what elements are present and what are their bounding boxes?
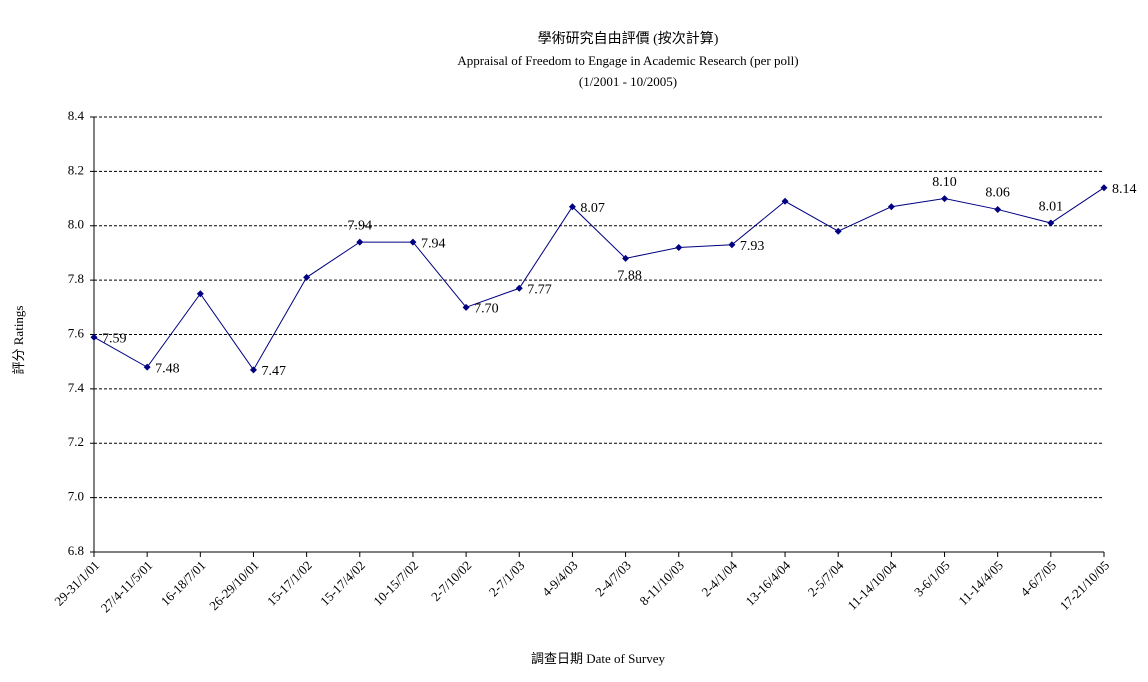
x-tick-label: 2-5/7/04	[805, 557, 847, 599]
point-marker	[249, 366, 257, 374]
y-tick-label: 7.0	[68, 489, 84, 504]
x-tick-label: 10-15/7/02	[370, 558, 421, 609]
point-marker	[356, 238, 364, 246]
point-marker	[1100, 184, 1108, 192]
data-label: 8.06	[985, 186, 1010, 201]
point-marker	[409, 238, 417, 246]
data-label: 8.10	[932, 175, 957, 190]
point-marker	[462, 303, 470, 311]
y-axis-label: 評分 Ratings	[11, 306, 26, 375]
data-label: 8.14	[1112, 182, 1137, 197]
x-tick-label: 15-17/4/02	[317, 558, 368, 609]
point-marker	[941, 195, 949, 203]
x-tick-label: 2-4/7/03	[592, 558, 634, 600]
x-tick-label: 2-7/10/02	[428, 558, 474, 604]
point-marker	[196, 290, 204, 298]
chart-period: (1/2001 - 10/2005)	[579, 74, 677, 89]
line-series	[93, 187, 1105, 371]
point-marker	[515, 284, 523, 292]
point-marker	[834, 227, 842, 235]
x-tick-label: 26-29/10/01	[206, 558, 262, 614]
x-tick-label: 2-7/1/03	[486, 558, 528, 600]
y-tick-label: 8.0	[68, 217, 84, 232]
data-label: 7.94	[348, 218, 373, 233]
y-tick-label: 7.4	[68, 380, 85, 395]
point-marker	[675, 244, 683, 251]
y-tick-label: 7.6	[68, 325, 85, 340]
y-tick-label: 8.2	[68, 162, 84, 177]
y-tick-label: 6.8	[68, 543, 84, 558]
x-tick-label: 29-31/1/01	[51, 558, 102, 609]
point-marker	[622, 254, 630, 262]
x-tick-label: 8-11/10/03	[636, 558, 687, 609]
data-label: 7.70	[474, 302, 499, 317]
data-label: 7.94	[421, 236, 446, 251]
x-tick-label: 4-6/7/05	[1017, 558, 1059, 600]
y-tick-label: 7.8	[68, 271, 84, 286]
chart-title: 學術研究自由評價 (按次計算)	[538, 30, 719, 47]
point-marker	[781, 197, 789, 205]
x-tick-label: 11-14/4/05	[955, 558, 1006, 609]
x-tick-label: 11-14/10/04	[844, 557, 900, 613]
x-tick-label: 27/4-11/5/01	[98, 558, 156, 616]
point-marker	[1047, 219, 1055, 227]
data-label: 7.88	[617, 269, 642, 284]
point-marker	[143, 363, 151, 371]
x-tick-label: 15-17/1/02	[264, 558, 315, 609]
point-marker	[728, 241, 736, 249]
x-tick-label: 13-16/4/04	[742, 557, 793, 608]
chart-subtitle: Appraisal of Freedom to Engage in Academ…	[457, 53, 798, 68]
point-marker	[887, 203, 895, 211]
point-marker	[994, 205, 1002, 213]
data-label: 7.93	[740, 239, 765, 254]
x-tick-label: 2-4/1/04	[698, 557, 740, 599]
x-tick-label: 17-21/10/05	[1057, 558, 1113, 614]
point-marker	[303, 273, 311, 281]
data-label: 7.48	[155, 361, 180, 376]
y-tick-label: 8.4	[68, 108, 85, 123]
data-label: 7.59	[102, 331, 127, 346]
point-marker	[568, 203, 576, 211]
data-label: 8.01	[1039, 199, 1064, 214]
y-tick-label: 7.2	[68, 434, 84, 449]
x-tick-label: 4-9/4/03	[539, 558, 581, 600]
data-label: 8.07	[580, 201, 605, 216]
data-label: 7.77	[527, 283, 552, 298]
x-tick-label: 16-18/7/01	[158, 558, 209, 609]
x-axis-label: 調查日期 Date of Survey	[531, 651, 665, 666]
x-tick-label: 3-6/1/05	[911, 558, 953, 600]
point-marker	[90, 333, 98, 341]
data-label: 7.47	[261, 364, 286, 379]
